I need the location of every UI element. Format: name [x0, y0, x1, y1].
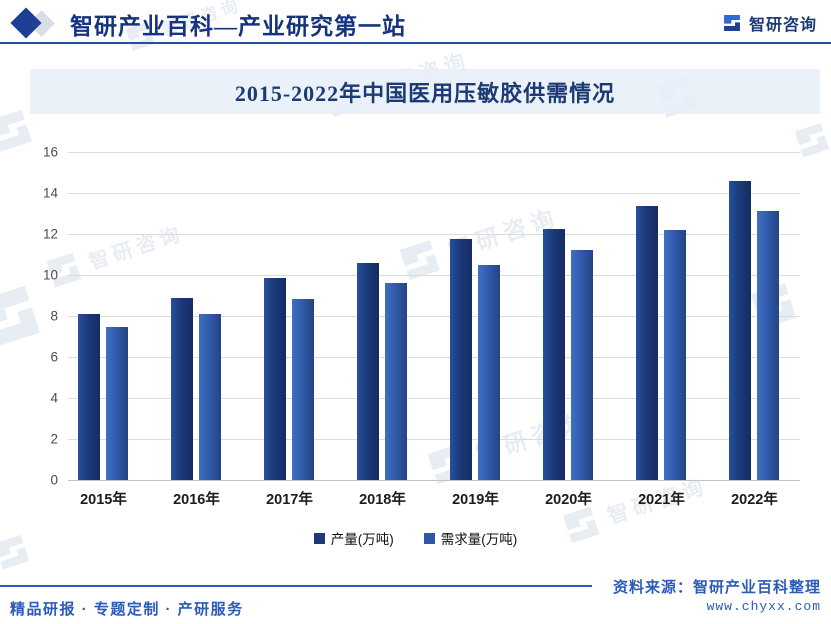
- x-tick-label: 2021年: [638, 492, 685, 508]
- legend-swatch-icon: [423, 532, 435, 544]
- source-url[interactable]: www.chyxx.com: [706, 599, 821, 614]
- bar-2015年-需求量(万吨): [106, 327, 128, 480]
- gridline-14: [68, 193, 800, 194]
- legend-label: 需求量(万吨): [440, 532, 518, 547]
- gridline-2: [68, 439, 800, 440]
- bar-2016年-需求量(万吨): [199, 313, 221, 480]
- y-tick-label: 0: [50, 472, 58, 488]
- bar-2021年-产量(万吨): [636, 206, 658, 480]
- bar-2018年-需求量(万吨): [385, 283, 407, 480]
- zhiyan-logo-text: 智研咨询: [748, 17, 817, 34]
- bar-2018年-产量(万吨): [357, 262, 379, 480]
- bar-2022年-需求量(万吨): [757, 211, 779, 480]
- bar-2020年-需求量(万吨): [571, 250, 593, 480]
- bar-2015年-产量(万吨): [78, 313, 100, 480]
- x-tick-label: 2019年: [452, 492, 499, 508]
- source-text: 资料来源：智研产业百科整理: [612, 579, 821, 596]
- chart-title: 2015-2022年中国医用压敏胶供需情况: [234, 80, 616, 106]
- y-tick-label: 2: [50, 431, 58, 447]
- bar-2016年-产量(万吨): [171, 297, 193, 480]
- gridline-4: [68, 398, 800, 399]
- y-tick-label: 10: [42, 267, 58, 283]
- footer-slogan: 精品研报 · 专题定制 · 产研服务: [10, 601, 244, 618]
- zhiyan-logo-icon: [724, 15, 740, 31]
- bar-2019年-需求量(万吨): [478, 264, 500, 480]
- legend-label: 产量(万吨): [330, 532, 394, 547]
- bar-2020年-产量(万吨): [543, 228, 565, 480]
- legend-item: 产量(万吨): [313, 528, 394, 548]
- footer-divider: [0, 585, 592, 587]
- y-tick-label: 16: [42, 144, 58, 160]
- bar-2022年-产量(万吨): [729, 180, 751, 480]
- x-tick-label: 2017年: [266, 492, 313, 508]
- gridline-0: [68, 480, 800, 481]
- source-attribution: 资料来源：智研产业百科整理 www.chyxx.com: [581, 576, 821, 614]
- y-tick-label: 12: [42, 226, 58, 242]
- y-tick-label: 6: [50, 349, 58, 365]
- bar-2017年-需求量(万吨): [292, 298, 314, 480]
- x-tick-label: 2018年: [359, 492, 406, 508]
- gridline-12: [68, 234, 800, 235]
- y-tick-label: 4: [50, 390, 58, 406]
- legend-swatch-icon: [313, 532, 325, 544]
- gridline-16: [68, 152, 800, 153]
- gridline-6: [68, 357, 800, 358]
- legend-item: 需求量(万吨): [423, 528, 518, 548]
- bar-2017年-产量(万吨): [264, 278, 286, 480]
- x-tick-label: 2022年: [731, 492, 778, 508]
- bar-chart: 0 2 4 6 8 10 12 14 16 2015年 2016年 2017年 2018年 2019年 2…: [0, 144, 831, 548]
- gridline-8: [68, 316, 800, 317]
- plot-area: [68, 152, 800, 481]
- gridline-10: [68, 275, 800, 276]
- x-tick-label: 2020年: [545, 492, 592, 508]
- bar-2021年-需求量(万吨): [664, 229, 686, 480]
- header-divider: [0, 42, 831, 44]
- y-tick-label: 8: [50, 308, 58, 324]
- y-tick-label: 14: [42, 185, 58, 201]
- zhiyan-logo: 智研咨询: [721, 11, 817, 35]
- chart-legend: 产量(万吨) 需求量(万吨): [0, 528, 831, 548]
- x-tick-label: 2015年: [80, 492, 127, 508]
- x-tick-label: 2016年: [173, 492, 220, 508]
- bar-2019年-产量(万吨): [450, 239, 472, 480]
